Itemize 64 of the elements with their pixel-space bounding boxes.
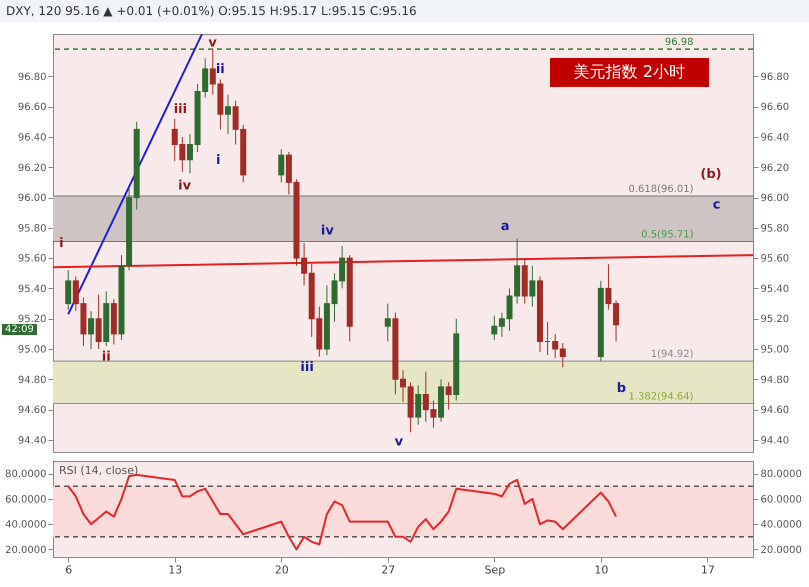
- x-tick-label: 17: [700, 564, 715, 576]
- y-tick-label: 94.40: [18, 435, 46, 446]
- ref-line-label: 1.382(94.64): [628, 392, 694, 403]
- ref-line-label: 0.618(96.01): [628, 184, 694, 196]
- y2-tick-label: 94.80: [760, 374, 790, 386]
- y-tick-label: 95.20: [18, 314, 46, 326]
- y2-tick-label: 96.20: [760, 162, 790, 174]
- x-tick-label: 6: [65, 564, 72, 576]
- x-tick-label: Sep: [484, 564, 506, 576]
- y-tick-label: 95.60: [18, 254, 46, 265]
- ref-line-label: 1(94.92): [650, 349, 694, 360]
- y-tick-label: 95.00: [18, 344, 46, 356]
- y-tick-label: 94.60: [18, 405, 46, 416]
- y-tick-label: 40.0000: [5, 520, 46, 531]
- text: 美元指数 2小时: [550, 58, 709, 87]
- x-tick-label: 13: [168, 564, 182, 576]
- annotation: ii: [216, 62, 225, 78]
- chart-title: RSI (14, close): [59, 464, 138, 477]
- annotation: (b): [700, 167, 722, 182]
- y-tick-label: 95.40: [18, 284, 46, 295]
- annotation: b: [616, 381, 626, 396]
- chart-subtitle: DXY, 120 95.16 ▲ +0.01 (+0.01%) O:95.15 H:95.17 L:95.15 C:95.16: [0, 0, 809, 22]
- y-tick-label: 96.20: [18, 162, 46, 174]
- annotation: v: [394, 434, 404, 450]
- y2-tick-label: 96.80: [760, 72, 790, 83]
- annotation: i: [59, 236, 64, 251]
- y-tick-label: 96.40: [18, 132, 46, 144]
- y2-tick-label: 94.40: [760, 435, 790, 446]
- annotation: iv: [320, 223, 334, 238]
- y2-tick-label: 96.60: [760, 102, 790, 114]
- y2-tick-label: 96.00: [760, 193, 790, 204]
- y2-tick-label: 94.60: [760, 405, 790, 416]
- y2-tick-label: 95.40: [760, 284, 790, 295]
- annotation: iii: [174, 102, 188, 118]
- annotation: a: [500, 218, 510, 234]
- annotation: ii: [102, 350, 111, 365]
- ref-line-label: 0.5(95.71): [641, 229, 694, 240]
- x-tick-label: 10: [594, 564, 608, 576]
- y2-tick-label: 96.40: [760, 132, 790, 144]
- x-tick-label: 20: [274, 564, 289, 576]
- y-tick-label: 96.00: [18, 193, 46, 204]
- annotation: v: [208, 35, 218, 50]
- y-tick-label: 60.0000: [5, 494, 46, 506]
- y-tick-label: 96.80: [18, 72, 46, 83]
- text: 42:09: [2, 324, 37, 335]
- annotation: c: [712, 198, 720, 213]
- ref-line-label: 96.98: [664, 37, 694, 48]
- y2-tick-label: 95.80: [760, 223, 790, 234]
- annotation: i: [216, 153, 220, 168]
- y-tick-label: 80.0000: [5, 469, 46, 480]
- y-tick-label: 95.80: [18, 223, 46, 234]
- y2-tick-label: 95.20: [760, 314, 790, 326]
- y2-tick-label: 95.60: [760, 254, 790, 265]
- x-tick-label: 27: [381, 564, 396, 576]
- y2-tick-label: 40.0000: [760, 520, 802, 531]
- y2-tick-label: 60.0000: [760, 494, 802, 506]
- annotation: iii: [300, 360, 314, 376]
- y2-tick-label: 95.00: [760, 344, 790, 356]
- y2-tick-label: 20.0000: [760, 544, 802, 556]
- y-tick-label: 96.60: [18, 102, 46, 114]
- y-tick-label: 20.0000: [5, 544, 46, 556]
- y-tick-label: 94.80: [18, 374, 46, 386]
- annotation: iv: [178, 178, 192, 194]
- y2-tick-label: 80.0000: [760, 469, 802, 480]
